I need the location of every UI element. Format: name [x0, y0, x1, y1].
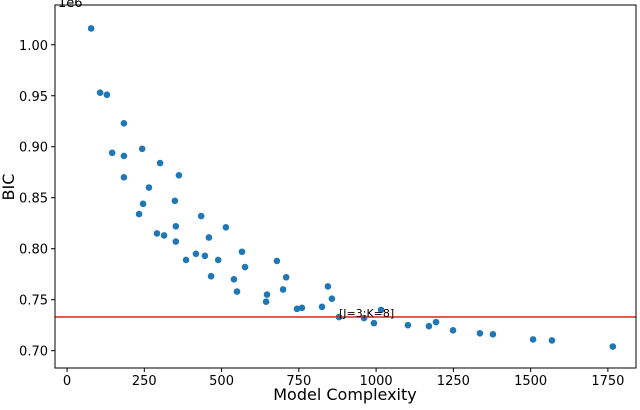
point — [230, 275, 238, 283]
point — [87, 25, 95, 32]
annotation: [J=3;K=8] — [339, 307, 394, 320]
point — [279, 286, 287, 293]
point — [404, 321, 412, 329]
point — [476, 330, 484, 337]
y-axis-label: BIC — [0, 174, 18, 201]
point — [207, 272, 215, 280]
point — [108, 149, 116, 157]
x-tick-label: 500 — [209, 374, 234, 389]
x-tick-label: 250 — [132, 374, 157, 389]
point — [328, 295, 336, 302]
x-tick-label: 1750 — [591, 374, 624, 389]
point — [370, 319, 378, 327]
point — [529, 336, 537, 343]
x-tick-label: 1500 — [514, 374, 547, 389]
point — [205, 234, 213, 241]
plot-frame — [54, 4, 637, 369]
point — [282, 273, 290, 281]
y-tick-label: 0.70 — [19, 345, 48, 360]
y-tick-label: 1.00 — [19, 39, 48, 54]
point — [197, 212, 205, 220]
point — [324, 283, 332, 290]
point — [548, 337, 556, 344]
point — [298, 304, 306, 312]
point — [263, 291, 271, 298]
point — [432, 318, 440, 326]
point — [201, 252, 209, 260]
point — [238, 248, 246, 256]
point — [262, 298, 270, 306]
point — [96, 89, 104, 96]
point — [214, 256, 222, 264]
point — [138, 145, 146, 153]
point — [192, 250, 200, 258]
y-tick-label: 0.90 — [19, 141, 48, 156]
point — [377, 306, 385, 314]
point — [222, 223, 230, 231]
x-axis-label: Model Complexity — [273, 385, 417, 404]
x-tick-label: 1000 — [360, 374, 393, 389]
point — [273, 257, 281, 265]
point — [489, 331, 497, 338]
point — [139, 200, 147, 208]
point — [135, 210, 143, 218]
point — [172, 222, 180, 230]
point — [449, 326, 457, 334]
point — [153, 230, 161, 237]
y-tick-label: 0.95 — [19, 90, 48, 105]
point — [160, 232, 168, 239]
x-tick-label: 1250 — [437, 374, 470, 389]
y-tick-label: 0.75 — [19, 294, 48, 309]
point — [609, 343, 617, 350]
point — [103, 91, 111, 99]
point — [293, 305, 301, 313]
point — [120, 152, 128, 160]
point — [172, 238, 180, 245]
x-tick-label: 750 — [286, 374, 311, 389]
point — [233, 288, 241, 295]
y-tick-label: 0.85 — [19, 192, 48, 207]
point — [145, 184, 153, 191]
x-tick-label: 0 — [63, 374, 71, 389]
point — [241, 263, 249, 271]
point — [182, 256, 190, 264]
y-tick-label: 0.80 — [19, 243, 48, 258]
point — [171, 197, 179, 205]
point — [120, 119, 128, 127]
point — [425, 322, 433, 330]
point — [120, 174, 128, 181]
point — [156, 159, 164, 167]
point — [318, 303, 326, 311]
point — [175, 171, 183, 179]
